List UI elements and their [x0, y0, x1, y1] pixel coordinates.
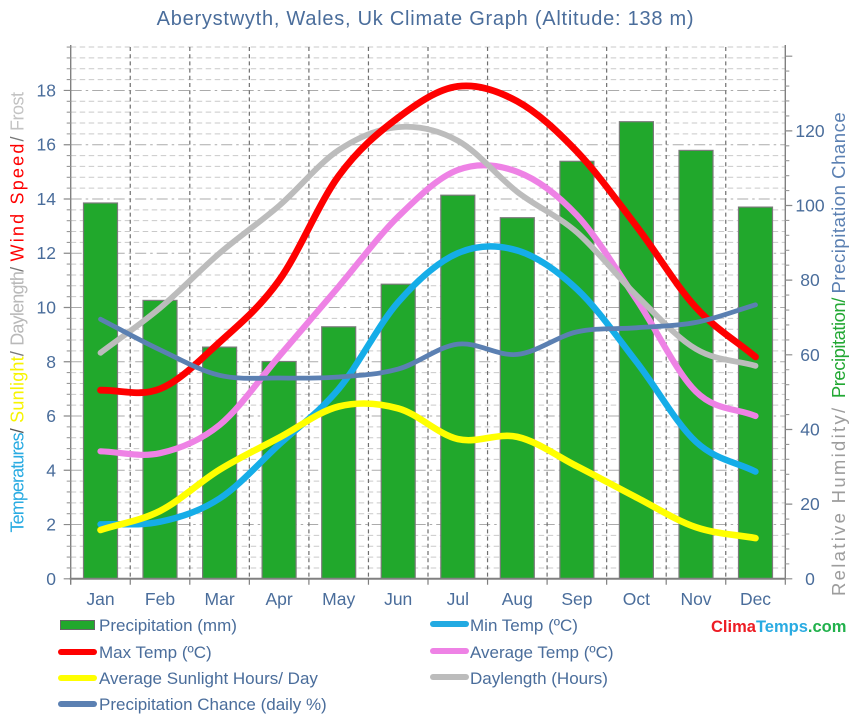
svg-text:8: 8	[46, 352, 56, 372]
svg-text:40: 40	[800, 420, 820, 440]
svg-text:16: 16	[37, 135, 56, 155]
svg-text:0: 0	[46, 569, 56, 589]
svg-text:0: 0	[805, 569, 815, 589]
svg-text:14: 14	[37, 189, 57, 209]
svg-text:Jul: Jul	[447, 589, 469, 609]
svg-text:6: 6	[46, 406, 56, 426]
svg-text:Mar: Mar	[205, 589, 235, 609]
svg-text:60: 60	[800, 345, 820, 365]
svg-text:Dec: Dec	[740, 589, 771, 609]
svg-text:2: 2	[46, 515, 56, 535]
svg-text:100: 100	[795, 196, 824, 216]
svg-text:Oct: Oct	[623, 589, 650, 609]
svg-text:12: 12	[37, 243, 56, 263]
svg-text:Sep: Sep	[561, 589, 592, 609]
svg-text:May: May	[322, 589, 355, 609]
svg-text:Jun: Jun	[384, 589, 412, 609]
svg-text:4: 4	[46, 460, 56, 480]
svg-text:80: 80	[800, 270, 820, 290]
svg-text:Apr: Apr	[265, 589, 292, 609]
svg-text:20: 20	[800, 494, 820, 514]
svg-text:120: 120	[795, 121, 824, 141]
svg-text:Feb: Feb	[145, 589, 175, 609]
svg-text:10: 10	[37, 298, 57, 318]
svg-text:18: 18	[37, 81, 56, 101]
svg-text:Jan: Jan	[86, 589, 114, 609]
svg-text:Nov: Nov	[680, 589, 711, 609]
svg-text:Aug: Aug	[502, 589, 533, 609]
